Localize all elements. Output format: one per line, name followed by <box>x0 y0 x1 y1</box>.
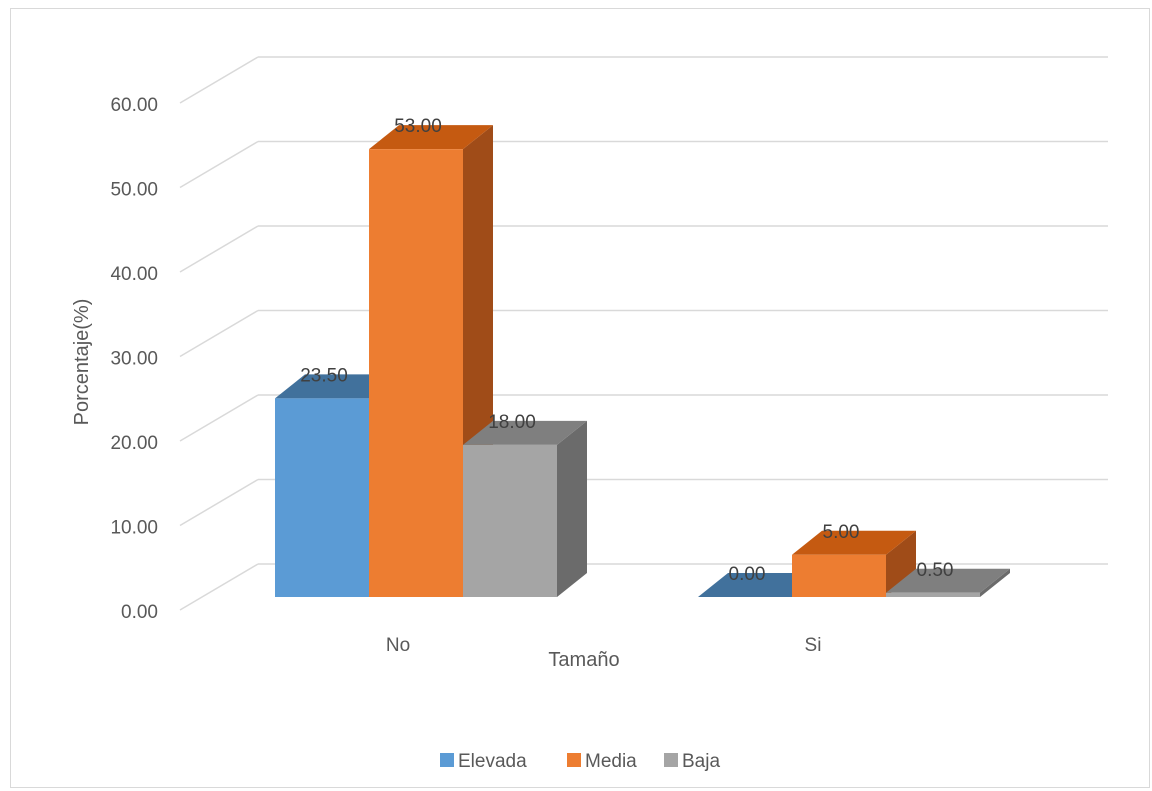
bar-front <box>369 149 463 597</box>
legend-label: Elevada <box>458 751 527 772</box>
gridline-diagonal <box>179 309 259 358</box>
bar-elevada-no <box>275 374 399 597</box>
bar-top <box>369 125 493 150</box>
bar-top <box>792 530 916 555</box>
data-label: 23.50 <box>300 365 348 386</box>
legend-item-baja: Baja <box>664 751 720 772</box>
bar-elevada-si <box>698 573 822 597</box>
gridline-diagonal <box>179 140 259 189</box>
bar-media-si <box>792 530 916 597</box>
bars <box>275 125 1010 598</box>
legend-item-elevada: Elevada <box>440 751 527 772</box>
data-label: 0.50 <box>917 560 954 581</box>
x-axis-title: Tamaño <box>548 649 619 671</box>
gridline-diagonal <box>179 478 259 527</box>
legend-item-media: Media <box>567 751 637 772</box>
y-tick-label: 20.00 <box>110 433 158 454</box>
x-axis-tick-labels: No Si <box>386 635 822 656</box>
bar-front <box>886 592 980 597</box>
y-tick-label: 50.00 <box>110 180 158 201</box>
bar-baja-no <box>463 420 587 597</box>
y-tick-label: 40.00 <box>110 264 158 285</box>
y-tick-label: 10.00 <box>110 518 158 539</box>
data-label: 0.00 <box>729 564 766 585</box>
gridline-diagonal <box>179 563 259 611</box>
y-axis-title: Porcentaje(%) <box>71 299 93 426</box>
legend-swatch <box>664 753 678 767</box>
bar-top <box>698 573 822 597</box>
legend-label: Baja <box>682 751 720 772</box>
x-tick-label: No <box>386 635 410 656</box>
gridline-diagonal <box>179 225 259 273</box>
data-label: 53.00 <box>394 116 442 137</box>
data-label: 18.00 <box>488 412 536 433</box>
legend-swatch <box>567 753 581 767</box>
y-tick-label: 30.00 <box>110 349 158 370</box>
data-labels: 23.50 53.00 18.00 0.00 5.00 0.50 <box>300 116 953 585</box>
bar-side <box>980 568 1010 597</box>
bar-top <box>275 374 399 399</box>
legend-label: Media <box>585 751 637 772</box>
bar-side <box>886 530 916 597</box>
y-tick-label: 0.00 <box>121 602 158 623</box>
gridline-diagonal <box>179 56 259 104</box>
x-tick-label: Si <box>805 635 822 656</box>
data-label: 5.00 <box>823 522 860 543</box>
bar-top <box>886 568 1010 593</box>
chart-frame <box>10 8 1150 788</box>
gridline-diagonal <box>179 394 259 442</box>
y-tick-label: 60.00 <box>110 95 158 116</box>
bar-front <box>275 398 369 597</box>
y-axis-tick-labels: 0.00 10.00 20.00 30.00 40.00 50.00 60.00 <box>110 95 158 623</box>
bar-front <box>463 444 557 597</box>
legend: Elevada Media Baja <box>440 751 720 772</box>
legend-swatch <box>440 753 454 767</box>
bar-top <box>463 420 587 445</box>
bar-front <box>792 554 886 597</box>
bar-baja-si <box>886 568 1010 597</box>
bar-side <box>557 420 587 597</box>
